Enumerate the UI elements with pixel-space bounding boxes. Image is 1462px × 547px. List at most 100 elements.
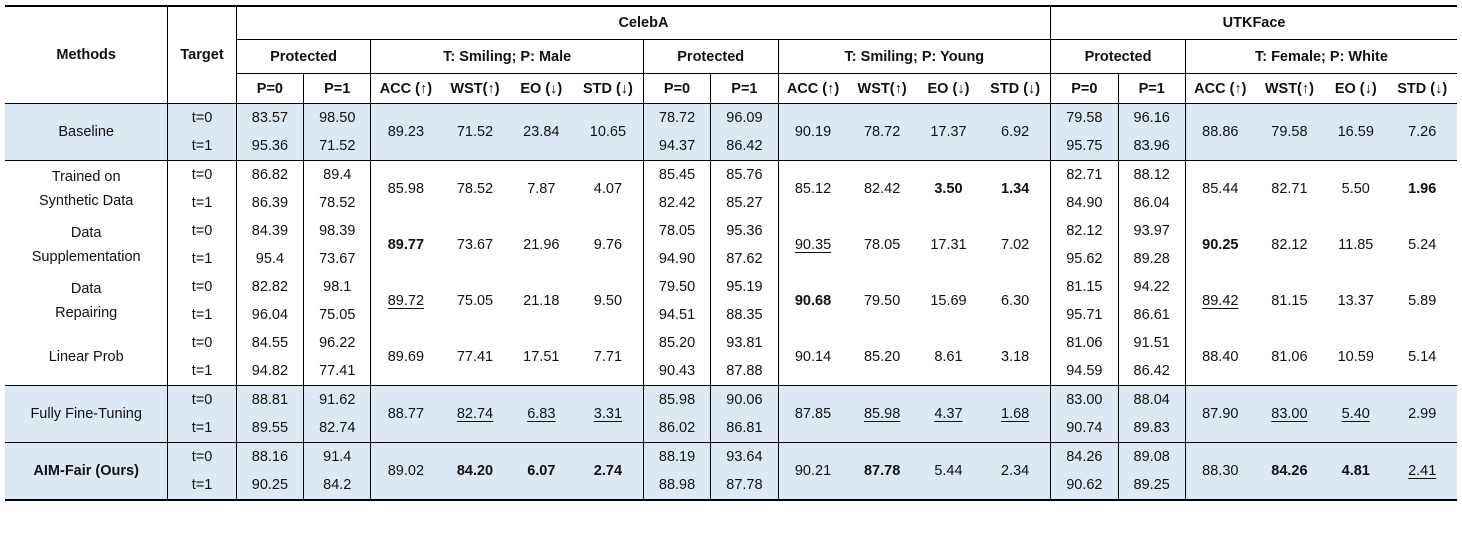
metric-header: EO (↓) [1334,80,1377,97]
metric-value: 7.87 [527,181,556,197]
table-row: t=1 90.25 84.2 88.98 87.78 90.62 89.25 [5,471,1457,500]
metric-value-cell: 87.78 [847,442,917,500]
metric-value-cell: 11.85 [1324,217,1387,273]
method-name: Baseline [5,103,169,161]
metric-value: 78.72 [863,124,901,140]
protected-value-cell: 91.62 [303,385,372,414]
metric-value: 79.58 [1271,124,1308,140]
metric-value: 17.31 [930,237,967,253]
method-name: Data Repairing [5,273,169,329]
metric-value-cell: 81.15 [1255,273,1324,329]
metric-value: 7.02 [1001,237,1030,253]
protected-value-cell: 83.96 [1118,132,1186,161]
protected-value-cell: 86.02 [643,414,712,443]
metric-value-cell: 5.14 [1387,329,1457,386]
metric-value: 10.65 [589,124,627,140]
protected-value-cell: 95.4 [236,245,305,273]
protected-value-cell: 85.45 [643,160,712,189]
metric-value: 3.50 [934,181,963,197]
p1-header: P=1 [710,73,779,104]
metric-value-cell: 4.81 [1324,442,1388,500]
protected-value-cell: 71.52 [303,132,372,161]
table-row: Linear Prob t=0 84.55 96.22 89.69 77.41 17.51 7… [5,329,1457,386]
protected-value-cell: 86.81 [710,414,779,443]
protected-value-cell: 90.43 [643,357,712,386]
table-row: t=1 95.36 71.52 94.37 86.42 95.75 83.96 [5,132,1457,161]
metric-value-cell: 90.19 [778,103,848,161]
metric-value: 82.74 [456,406,494,422]
protected-value-cell: 86.61 [1118,301,1186,329]
target-cell: t=1 [167,301,237,329]
protected-value-cell: 89.28 [1118,245,1186,273]
metric-value-cell: 89.77 [371,217,440,273]
protected-value-cell: 91.51 [1118,329,1186,357]
metric-value-cell: 89.69 [371,329,440,386]
metric-header: STD (↓) [980,73,1052,104]
metric-value: 21.18 [523,293,560,309]
protected-value-cell: 95.62 [1050,245,1119,273]
method-name-line: Fully Fine-Tuning [30,406,142,422]
protected-value-cell: 81.15 [1050,273,1119,301]
protected-value-cell: 96.16 [1118,103,1186,132]
metric-value: 4.07 [593,181,623,197]
p0-header: P=0 [1050,73,1119,104]
protected-value-cell: 95.36 [236,132,305,161]
metric-value: 5.50 [1341,181,1370,197]
metric-value-cell: 82.74 [440,385,510,443]
metric-header: WST(↑) [857,80,907,97]
method-name-line: Supplementation [31,249,141,265]
metric-value: 84.20 [456,463,494,479]
metric-value-cell: 13.37 [1324,273,1387,329]
metric-value-cell: 6.83 [509,385,573,443]
metric-value: 6.92 [1001,124,1030,140]
metric-value: 90.21 [794,463,832,479]
protected-header: Protected [643,39,779,74]
metric-value: 88.77 [387,406,425,422]
target-cell: t=0 [167,442,237,471]
protected-value-cell: 84.39 [236,217,305,245]
metric-value: 6.07 [527,463,556,479]
protected-value-cell: 96.09 [710,103,779,132]
metric-value: 2.74 [593,463,623,479]
metric-value-cell: 23.84 [509,103,573,161]
method-name-line: Baseline [58,124,114,140]
protected-value-cell: 87.88 [710,357,779,386]
protected-value-cell: 95.75 [1050,132,1119,161]
metric-value: 6.30 [1001,293,1030,309]
task-header: T: Female; P: White [1185,39,1457,74]
metric-value-cell: 21.18 [510,273,573,329]
protected-value-cell: 98.50 [303,103,372,132]
metric-value: 5.24 [1408,237,1437,253]
target-cell: t=0 [167,103,237,132]
metric-value-cell: 78.52 [440,161,509,218]
metric-value-cell: 78.72 [847,103,917,161]
protected-value-cell: 88.16 [236,442,305,471]
table-row: Data Repairing t=0 82.82 98.1 89.72 75.05 21.18… [5,273,1457,329]
protected-value-cell: 78.05 [643,217,712,245]
metric-value-cell: 89.72 [371,273,440,329]
method-name-line: Synthetic Data [39,193,134,209]
metric-value: 77.41 [456,349,494,365]
protected-value-cell: 95.36 [710,217,779,245]
task-header: T: Smiling; P: Young [778,39,1052,74]
metric-value-cell: 84.26 [1254,442,1325,500]
task-header: T: Smiling; P: Male [370,39,644,74]
metric-value-cell: 84.20 [440,442,510,500]
metric-value-cell: 1.68 [980,385,1052,443]
protected-header: Protected [236,39,372,74]
metric-header: ACC (↑) [1194,80,1247,97]
metric-header: WST(↑) [1264,80,1314,97]
metric-value-cell: 73.67 [440,217,509,273]
metric-value: 78.05 [863,237,901,253]
protected-value-cell: 86.42 [1118,357,1186,386]
protected-value-cell: 85.27 [710,189,779,217]
protected-value-cell: 73.67 [303,245,372,273]
metric-value-cell: 75.05 [440,273,509,329]
protected-value-cell: 79.50 [643,273,712,301]
protected-value-cell: 94.37 [643,132,712,161]
metric-value-cell: 88.86 [1185,103,1255,161]
metric-value-cell: 21.96 [510,217,573,273]
protected-value-cell: 94.59 [1050,357,1119,386]
protected-value-cell: 96.22 [303,329,372,357]
metric-value: 82.12 [1271,237,1308,253]
